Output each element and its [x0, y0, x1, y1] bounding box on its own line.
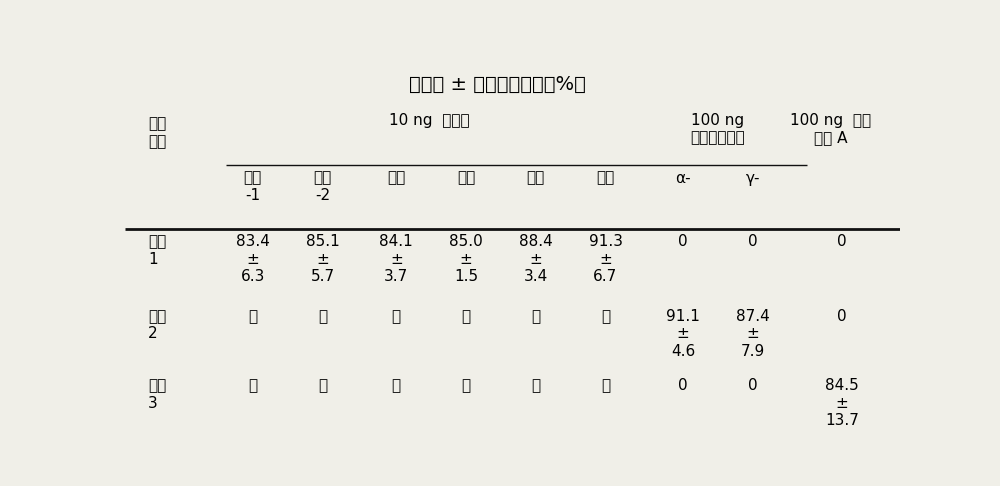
Text: －: －	[248, 378, 257, 393]
Text: 0: 0	[837, 234, 847, 249]
Text: －: －	[318, 378, 327, 393]
Text: 0: 0	[748, 234, 758, 249]
Text: 四氯
-2: 四氯 -2	[314, 171, 332, 203]
Text: 步骤
2: 步骤 2	[148, 309, 166, 342]
Text: 83.4
±
6.3: 83.4 ± 6.3	[236, 234, 270, 284]
Text: γ-: γ-	[746, 171, 760, 186]
Text: 91.1
±
4.6: 91.1 ± 4.6	[666, 309, 700, 359]
Text: 100 ng
六溴环十二烷: 100 ng 六溴环十二烷	[690, 113, 745, 145]
Text: 100 ng  四溴
双酚 A: 100 ng 四溴 双酚 A	[790, 113, 871, 145]
Text: －: －	[531, 309, 540, 324]
Text: －: －	[248, 309, 257, 324]
Text: 步骤
3: 步骤 3	[148, 378, 166, 411]
Text: －: －	[461, 309, 471, 324]
Text: 88.4
±
3.4: 88.4 ± 3.4	[519, 234, 553, 284]
Text: 七氯: 七氯	[527, 171, 545, 186]
Text: －: －	[392, 309, 401, 324]
Text: －: －	[318, 309, 327, 324]
Text: －: －	[531, 378, 540, 393]
Text: 0: 0	[678, 234, 688, 249]
Text: 10 ng  多氯苯: 10 ng 多氯苯	[389, 113, 470, 128]
Text: 八氯: 八氯	[596, 171, 615, 186]
Text: －: －	[601, 378, 610, 393]
Text: 87.4
±
7.9: 87.4 ± 7.9	[736, 309, 770, 359]
Text: 85.1
±
5.7: 85.1 ± 5.7	[306, 234, 340, 284]
Text: 0: 0	[748, 378, 758, 393]
Text: 84.1
±
3.7: 84.1 ± 3.7	[379, 234, 413, 284]
Text: 0: 0	[837, 309, 847, 324]
Text: 步骤
1: 步骤 1	[148, 234, 166, 267]
Text: 六氯: 六氯	[457, 171, 475, 186]
Text: 0: 0	[678, 378, 688, 393]
Text: 回收率 ± 相对标准偏差（%）: 回收率 ± 相对标准偏差（%）	[409, 75, 585, 94]
Text: 淋洗
步骤: 淋洗 步骤	[148, 116, 166, 149]
Text: 四氯
-1: 四氯 -1	[244, 171, 262, 203]
Text: 84.5
±
13.7: 84.5 ± 13.7	[825, 378, 859, 428]
Text: －: －	[601, 309, 610, 324]
Text: 91.3
±
6.7: 91.3 ± 6.7	[588, 234, 622, 284]
Text: －: －	[392, 378, 401, 393]
Text: 五氯: 五氯	[387, 171, 405, 186]
Text: 85.0
±
1.5: 85.0 ± 1.5	[449, 234, 483, 284]
Text: －: －	[461, 378, 471, 393]
Text: α-: α-	[675, 171, 691, 186]
